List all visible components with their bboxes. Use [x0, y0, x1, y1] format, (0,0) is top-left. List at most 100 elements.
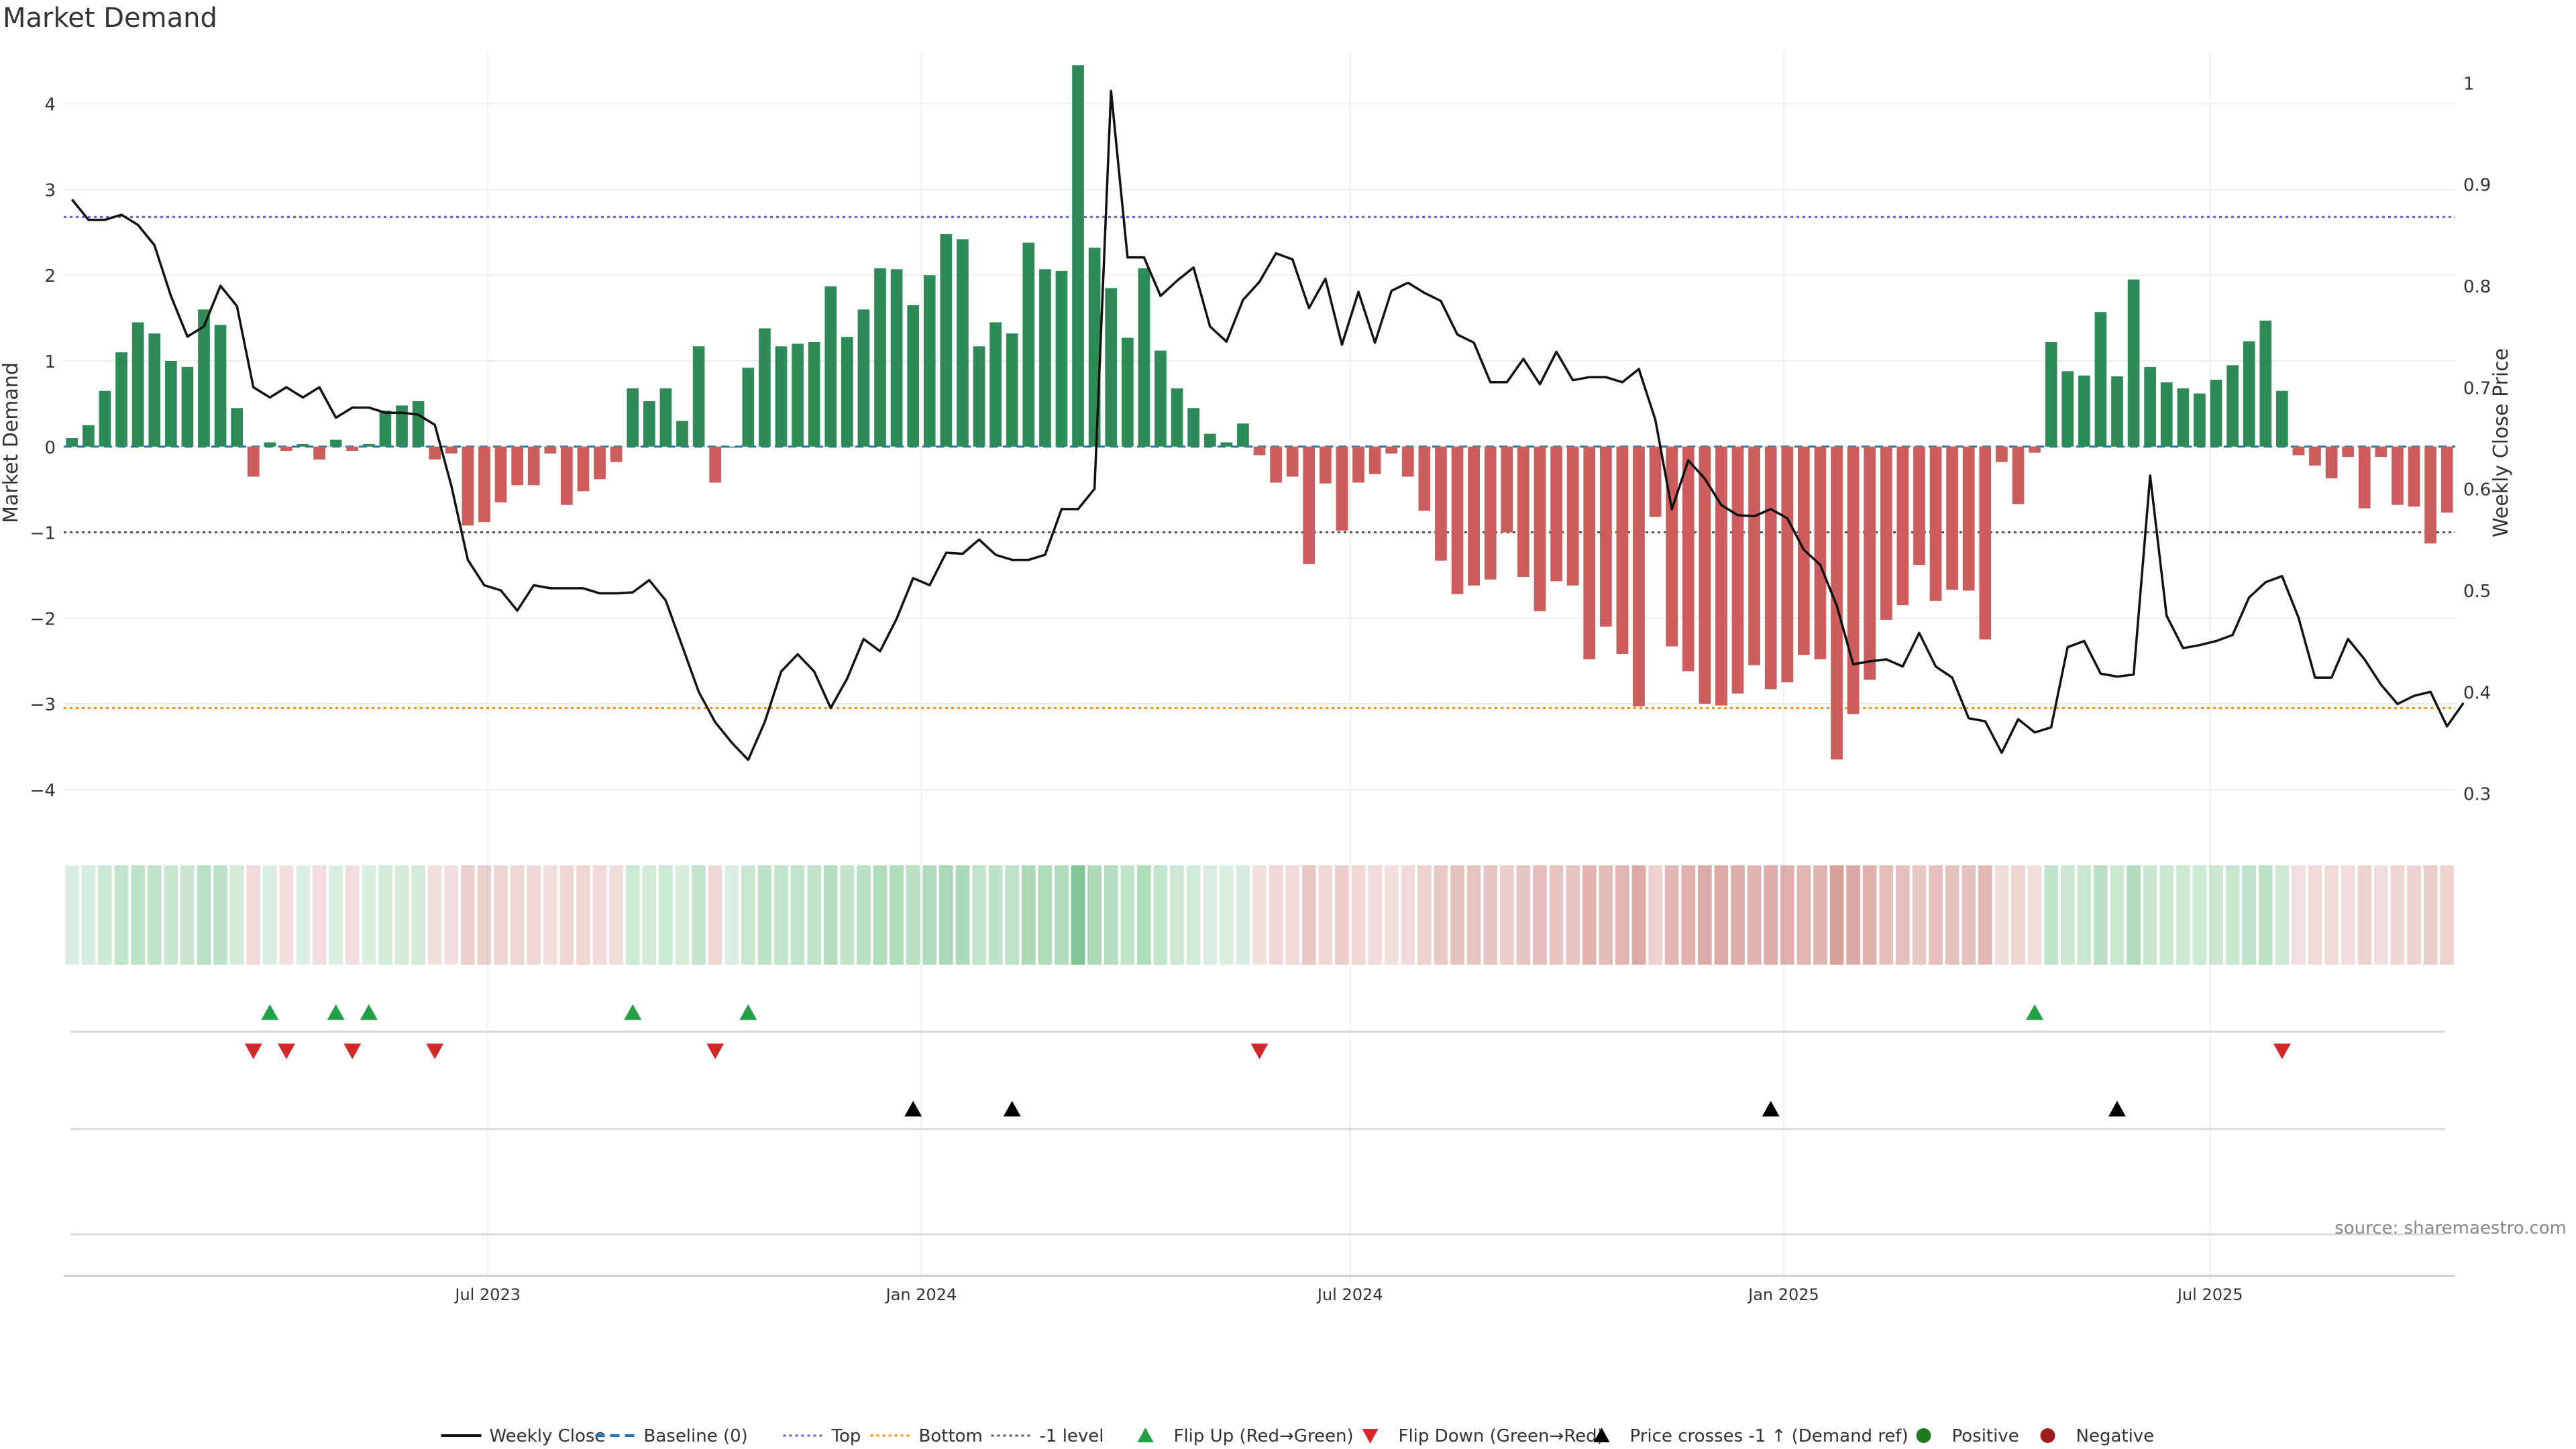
legend-label: Bottom: [919, 1426, 983, 1446]
demand-bar: [1055, 270, 1068, 447]
heat-cell: [1104, 865, 1118, 965]
demand-bar: [940, 233, 953, 447]
heat-cell: [1599, 865, 1613, 965]
demand-bar: [1699, 446, 1711, 704]
heat-cell: [345, 865, 360, 965]
demand-bar: [627, 388, 639, 447]
demand-bar: [1814, 446, 1827, 659]
demand-bar: [2408, 446, 2420, 507]
demand-bar: [1633, 446, 1645, 706]
demand-bar: [99, 390, 111, 447]
heat-cell: [2308, 865, 2322, 965]
legend-label: Negative: [2076, 1426, 2155, 1446]
heat-cell: [1764, 865, 1778, 965]
cross-up-marker: [1003, 1101, 1021, 1117]
heat-cell: [1401, 865, 1415, 965]
heat-cell: [840, 865, 855, 965]
demand-bar: [1220, 442, 1233, 447]
heat-cell: [1269, 865, 1283, 965]
y2-axis-label: Weekly Close Price: [2489, 348, 2513, 537]
y-tick-label: 0: [44, 438, 56, 458]
y2-tick-label: 0.6: [2463, 480, 2491, 500]
demand-bar: [874, 268, 886, 447]
demand-bar: [2078, 375, 2090, 447]
legend-swatch-flip-down: [1362, 1429, 1379, 1444]
heat-cell: [510, 865, 525, 965]
heat-cell: [2423, 865, 2438, 965]
heat-cell: [362, 865, 376, 965]
demand-bar: [2194, 393, 2206, 447]
demand-bar: [1929, 446, 1942, 601]
heat-cell: [543, 865, 557, 965]
demand-bar: [164, 361, 177, 447]
demand-bar: [2012, 446, 2025, 504]
legend-label: Baseline (0): [644, 1426, 748, 1446]
demand-bar: [1319, 446, 1332, 484]
demand-bar: [2424, 446, 2436, 544]
heat-cell: [1929, 865, 1943, 965]
heat-cell: [1994, 865, 2009, 965]
heat-cell: [411, 865, 425, 965]
heat-cell: [1714, 865, 1729, 965]
heat-cell: [2176, 865, 2190, 965]
demand-bar: [462, 446, 474, 526]
heat-cell: [1005, 865, 1020, 965]
demand-bar: [1847, 446, 1860, 714]
heat-cell: [1533, 865, 1547, 965]
demand-bar: [907, 305, 920, 447]
heat-cell: [1780, 865, 1794, 965]
legend-swatch-flip-up: [1137, 1428, 1154, 1442]
demand-bar: [1468, 446, 1480, 586]
y2-tick-label: 1: [2463, 74, 2475, 94]
demand-bar: [808, 341, 820, 447]
y2-tick-label: 0.5: [2463, 582, 2491, 602]
demand-bar: [2210, 380, 2222, 447]
legend-swatch-negative: [2040, 1428, 2055, 1443]
flip-up-marker: [261, 1004, 279, 1020]
demand-bar: [1138, 268, 1150, 447]
heat-cell: [1220, 865, 1234, 965]
heat-cell: [2390, 865, 2405, 965]
heat-cell: [213, 865, 227, 965]
demand-bar: [775, 346, 788, 447]
heat-cell: [1417, 865, 1432, 965]
demand-bar: [1748, 446, 1760, 665]
demand-bar: [2160, 382, 2173, 447]
demand-bar: [659, 388, 672, 447]
heat-cell: [2110, 865, 2125, 965]
legend-swatch-cross: [1593, 1428, 1610, 1442]
demand-bar: [83, 425, 95, 447]
heat-cell: [1698, 865, 1712, 965]
demand-bar: [429, 446, 441, 460]
heat-cell: [609, 865, 623, 965]
demand-bar: [280, 446, 292, 451]
heat-cell: [427, 865, 442, 965]
y-tick-label: 1: [44, 352, 56, 372]
heat-cell: [1434, 865, 1448, 965]
demand-bar: [2259, 320, 2272, 447]
demand-bar: [594, 446, 606, 480]
flip-up-marker: [2026, 1004, 2044, 1020]
demand-bar: [643, 401, 655, 447]
heat-cell: [1071, 865, 1085, 965]
heat-cell: [81, 865, 96, 965]
demand-bar: [478, 446, 490, 523]
y2-tick-label: 0.9: [2463, 176, 2491, 196]
heat-cell: [2011, 865, 2025, 965]
heat-cell: [2242, 865, 2256, 965]
demand-bar: [2094, 312, 2107, 447]
heat-cell: [2127, 865, 2141, 965]
heat-cell: [774, 865, 788, 965]
heat-cell: [1252, 865, 1267, 965]
demand-bar: [2177, 388, 2190, 447]
flip-down-marker: [2273, 1043, 2291, 1059]
heat-cell: [1912, 865, 1927, 965]
demand-bar: [1155, 350, 1167, 447]
heat-cell: [64, 865, 79, 965]
heat-cell: [527, 865, 541, 965]
heat-cell: [625, 865, 640, 965]
demand-bar: [742, 368, 755, 447]
demand-bar: [2144, 366, 2157, 447]
demand-bar: [759, 328, 771, 447]
demand-bar: [1121, 337, 1134, 447]
